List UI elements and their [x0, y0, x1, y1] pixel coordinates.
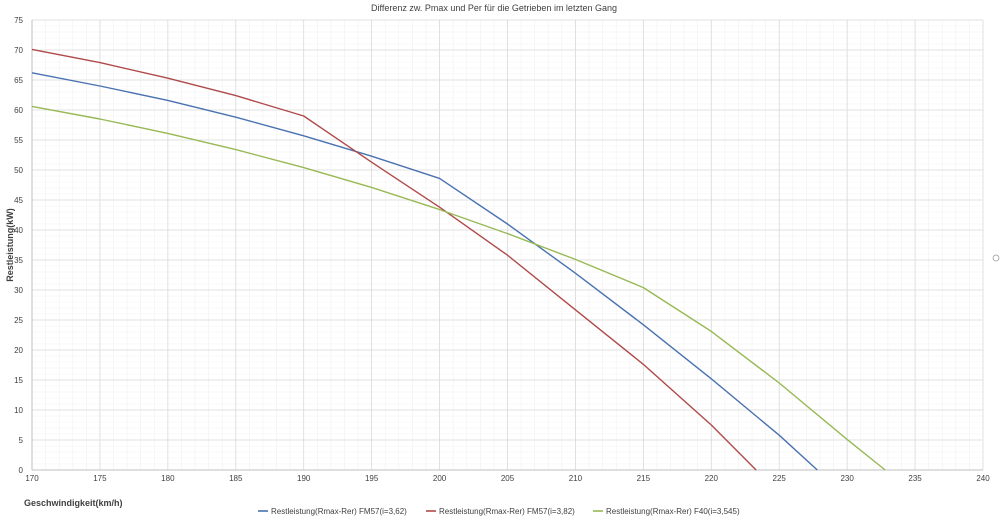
series-lines: [31, 48, 886, 471]
y-tick-label: 40: [14, 226, 23, 235]
y-axis-label: Restleistung(kW): [5, 208, 15, 282]
x-tick-label: 200: [433, 474, 447, 483]
y-tick-label: 75: [14, 16, 23, 25]
series-line-2: [31, 48, 757, 471]
gridlines: [31, 19, 984, 471]
x-tick-label: 225: [773, 474, 787, 483]
y-tick-label: 10: [14, 406, 23, 415]
x-tick-label: 230: [840, 474, 854, 483]
axes: 0 5 10 15 20 25 30 35 40 45 50 55 60 65 70 75 170 175 180 1…: [14, 16, 990, 483]
chart-title: Differenz zw. Pmax und Per für die Getri…: [371, 3, 617, 13]
y-tick-label: 15: [14, 376, 23, 385]
series-line-3: [31, 105, 886, 471]
x-tick-label: 240: [976, 474, 990, 483]
y-tick-label: 50: [14, 166, 23, 175]
y-tick-label: 70: [14, 46, 23, 55]
x-tick-label: 205: [501, 474, 515, 483]
series-line-1: [31, 72, 818, 471]
legend-label-3: Restleistung(Rmax-Rer) F40(i=3,545): [606, 507, 740, 516]
legend-label-2: Restleistung(Rmax-Rer) FM57(i=3,82): [439, 507, 575, 516]
y-tick-label: 5: [19, 436, 24, 445]
x-tick-label: 170: [25, 474, 39, 483]
y-tick-label: 45: [14, 196, 23, 205]
y-tick-label: 0: [19, 466, 24, 475]
resize-handle[interactable]: [992, 254, 1000, 262]
y-tick-label: 55: [14, 136, 23, 145]
y-tick-label: 35: [14, 256, 23, 265]
y-tick-label: 65: [14, 76, 23, 85]
x-tick-label: 220: [705, 474, 719, 483]
y-tick-label: 60: [14, 106, 23, 115]
x-axis-label: Geschwindigkeit(km/h): [24, 498, 123, 508]
y-tick-label: 25: [14, 316, 23, 325]
y-tick-label: 30: [14, 286, 23, 295]
x-tick-label: 190: [297, 474, 311, 483]
x-tick-label: 180: [161, 474, 175, 483]
x-tick-label: 195: [365, 474, 379, 483]
x-tick-label: 210: [569, 474, 583, 483]
x-tick-label: 235: [908, 474, 922, 483]
y-tick-label: 20: [14, 346, 23, 355]
x-tick-label: 175: [93, 474, 107, 483]
x-tick-label: 215: [637, 474, 651, 483]
legend-label-1: Restleistung(Rmax-Rer) FM57(i=3,62): [271, 507, 407, 516]
legend: Restleistung(Rmax-Rer) FM57(i=3,62) Restl…: [258, 507, 740, 516]
x-tick-label: 185: [229, 474, 243, 483]
